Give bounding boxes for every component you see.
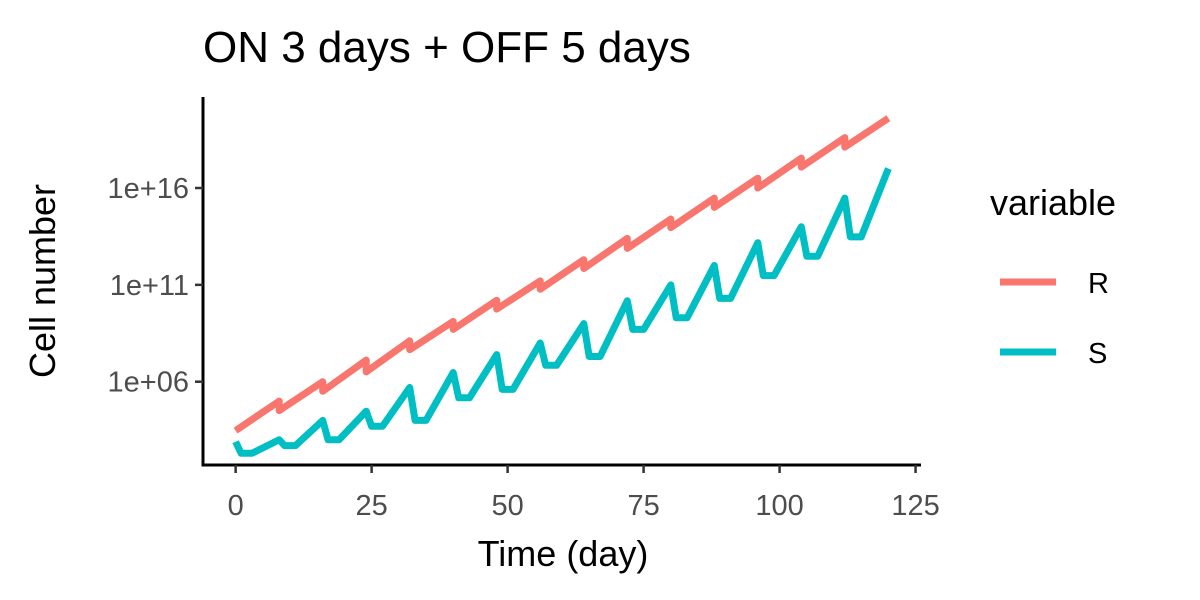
series-line-r <box>233 115 891 434</box>
y-tick-label: 1e+06 <box>108 367 189 399</box>
series-layer <box>232 115 892 457</box>
series-line-s <box>232 167 892 457</box>
y-tick-label: 1e+11 <box>110 270 189 302</box>
x-ticks: 0 25 50 75 100 125 <box>228 465 940 522</box>
legend-items: RS <box>1000 268 1109 370</box>
x-tick-label: 25 <box>355 490 387 522</box>
y-ticks: 1e+06 1e+11 1e+16 <box>108 173 203 399</box>
x-tick-label: 100 <box>755 490 803 522</box>
legend-label-r: R <box>1088 268 1109 300</box>
x-tick-label: 0 <box>228 490 244 522</box>
x-tick-label: 125 <box>891 490 939 522</box>
chart-title: ON 3 days + OFF 5 days <box>203 23 691 72</box>
x-tick-label: 50 <box>491 490 523 522</box>
y-axis-title: Cell number <box>22 184 63 378</box>
y-tick-label: 1e+16 <box>108 173 189 205</box>
legend-title: variable <box>990 182 1116 223</box>
x-tick-label: 75 <box>627 490 659 522</box>
legend: variable RS <box>990 182 1116 370</box>
x-axis-title: Time (day) <box>478 533 649 574</box>
legend-label-s: S <box>1088 338 1107 370</box>
plot-area: 0 25 50 75 100 125 1e+06 1e+11 1e+16 <box>108 97 940 522</box>
